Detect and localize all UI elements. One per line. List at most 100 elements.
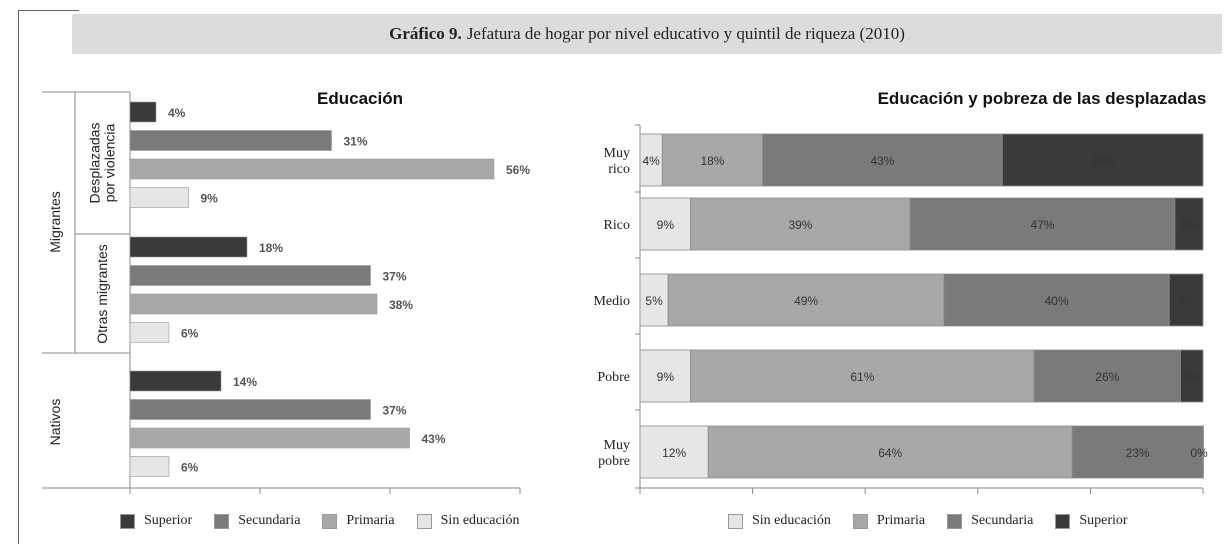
bar-primaria-desplazadas-por-violencia [129,158,495,180]
category-label-pobre: Pobre [597,370,630,385]
data-label: 39% [788,218,812,232]
bar-superior-pobre [1180,349,1204,403]
bar-superior-nativos [129,370,222,392]
data-label: 9% [657,218,675,232]
bar-superior-desplazadas-por-violencia [129,101,157,123]
legend-label: Sin educación [440,513,520,528]
data-label: 61% [850,370,874,384]
education-poverty-legend: Sin educación Primaria Secundaria Superior [728,513,1150,529]
legend-label: Primaria [346,513,395,528]
group-label-nativos: Nativos [47,399,63,446]
chart-title: Educación [317,89,403,108]
legend-swatch [322,513,338,529]
bar-primaria-nativos [129,427,410,449]
data-label: 12% [662,446,686,460]
bar-primaria-muy-pobre [707,425,1073,479]
data-label: 40% [1045,294,1069,308]
group-label-desplazadas-line: Desplazadas [87,123,103,204]
data-label: 6% [1177,294,1195,308]
bar-superior-muy-rico [1001,133,1204,187]
category-label-muy-rico: Muy [604,146,630,161]
data-label: 4% [642,154,660,168]
data-label: 9% [657,370,675,384]
legend-item-secundaria: Secundaria [214,513,300,529]
chart-title: Educación y pobreza de las desplazadas [878,89,1207,108]
bar-superior-medio [1168,273,1204,327]
data-label: 43% [870,154,894,168]
legend-item-superior: Superior [1055,513,1128,529]
data-label: 5% [1180,218,1198,232]
bar-primaria-rico [690,197,911,251]
education-chart: Educación Desplazadas por violencia Otras m… [42,89,530,494]
group-label-otras-migrantes-line: Otras migrantes [94,244,110,344]
data-label: 47% [1031,218,1055,232]
bar-sin-educacion-medio [639,273,669,327]
group-label-otras-migrantes: Otras migrantes [94,244,110,344]
bar-secundaria-muy-rico [762,133,1003,187]
bar-secundaria-medio [943,273,1170,327]
legend-swatch [120,513,135,529]
data-label: 38% [389,298,413,312]
legend-swatch [214,513,230,529]
figure-title-text: Jefatura de hogar por nivel educativo y … [466,24,905,43]
data-label: 9% [201,192,219,206]
bar-superior-otras-migrantes [129,236,248,258]
data-label: 43% [422,432,446,446]
category-label-rico: Rico [604,218,630,233]
bar-primaria-muy-rico [661,133,764,187]
bar-secundaria-nativos [129,399,371,420]
category-label-muy-pobre: Muy [604,438,630,453]
legend-label: Secundaria [238,513,301,528]
bar-secundaria-otras-migrantes [129,265,371,286]
figure-title-number: Gráfico 9. [389,24,462,43]
category-label-muy-pobre: pobre [598,454,630,469]
bar-secundaria-pobre [1033,349,1181,403]
legend-item-sin-educacion: Sin educación [416,513,520,529]
bar-superior-rico [1174,197,1204,251]
data-label: 23% [1126,446,1150,460]
data-label: 6% [181,327,199,341]
data-label: 31% [344,135,368,149]
data-label: 14% [233,375,257,389]
legend-label: Sin educación [752,513,831,528]
category-label-muy-rico: rico [608,162,630,177]
legend-label: Secundaria [971,513,1034,528]
legend-item-superior: Superior [120,513,192,529]
bar-primaria-otras-migrantes [129,293,378,315]
group-label-nativos-line: Nativos [47,399,63,446]
bar-sin-educacion-desplazadas-por-violencia [129,187,189,208]
bar-sin-educacion-pobre [639,349,692,403]
data-label: 26% [1095,370,1119,384]
bar-secundaria-muy-pobre [1071,425,1204,479]
legend-label: Superior [1079,513,1128,528]
category-label-medio: Medio [593,294,630,309]
bar-sin-educacion-muy-pobre [639,425,709,479]
data-label: 56% [506,163,530,177]
legend-item-primaria: Primaria [852,513,926,529]
legend-swatch [852,513,868,529]
data-label: 0% [1190,446,1208,460]
data-label: 4% [1183,370,1201,384]
data-label: 36% [1091,154,1115,168]
legend-item-primaria: Primaria [322,513,395,529]
frame-left-border [18,10,19,544]
bar-secundaria-rico [909,197,1176,251]
bar-sin-educacion-nativos [129,456,170,477]
legend-label: Primaria [876,513,926,528]
bar-primaria-pobre [690,349,1035,403]
legend-label: Superior [144,513,193,528]
data-label: 5% [645,294,663,308]
bar-secundaria-desplazadas-por-violencia [129,130,332,151]
group-label-desplazadas-line: por violencia [102,123,118,202]
data-label: 64% [878,446,902,460]
data-label: 18% [259,241,283,255]
bar-superior-muy-pobre [1202,425,1204,479]
legend-item-sin-educacion: Sin educación [728,513,831,529]
group-label-migrantes: Migrantes [47,191,63,252]
legend-item-secundaria: Secundaria [947,513,1033,529]
data-label: 18% [700,154,724,168]
bar-sin-educacion-otras-migrantes [129,322,170,343]
figure-title: Gráfico 9. Jefatura de hogar por nivel e… [72,14,1222,54]
data-label: 37% [383,404,407,418]
